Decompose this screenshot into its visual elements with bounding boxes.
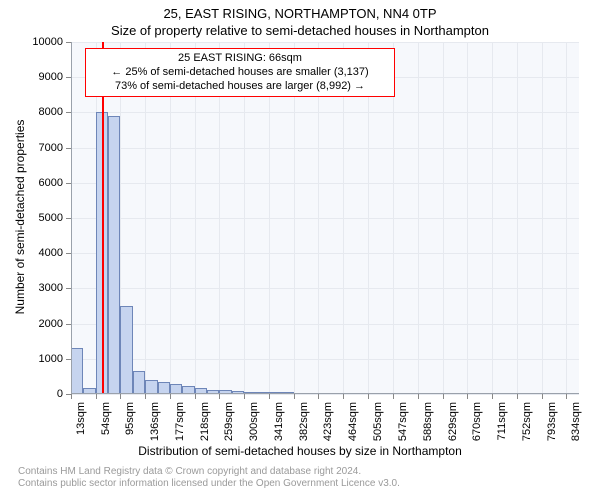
footer-attribution: Contains HM Land Registry data © Crown c… — [18, 466, 400, 490]
chart-container: { "title_line1": "25, EAST RISING, NORTH… — [0, 0, 600, 500]
xtick-mark — [467, 394, 468, 399]
xtick-mark — [318, 394, 319, 399]
xtick-label: 300sqm — [248, 402, 260, 442]
ytick-label: 2000 — [0, 318, 63, 330]
xtick-mark — [492, 394, 493, 399]
ytick-mark — [66, 112, 71, 113]
ytick-mark — [66, 288, 71, 289]
footer-line1: Contains HM Land Registry data © Crown c… — [18, 466, 400, 478]
ytick-mark — [66, 359, 71, 360]
ytick-mark — [66, 148, 71, 149]
xtick-label: 505sqm — [372, 402, 384, 442]
ytick-label: 7000 — [0, 142, 63, 154]
xtick-label: 259sqm — [223, 402, 235, 442]
annotation-box: 25 EAST RISING: 66sqm ← 25% of semi-deta… — [85, 48, 395, 97]
page-title-line2: Size of property relative to semi-detach… — [0, 23, 600, 38]
xtick-label: 547sqm — [397, 402, 409, 442]
xtick-mark — [542, 394, 543, 399]
xtick-mark — [96, 394, 97, 399]
x-axis-label: Distribution of semi-detached houses by … — [0, 444, 600, 458]
gridline-h — [71, 288, 579, 289]
ytick-label: 8000 — [0, 106, 63, 118]
gridline-v — [467, 42, 468, 394]
xtick-label: 711sqm — [496, 402, 508, 442]
gridline-h — [71, 148, 579, 149]
xtick-mark — [195, 394, 196, 399]
gridline-v — [492, 42, 493, 394]
xtick-mark — [566, 394, 567, 399]
ytick-label: 3000 — [0, 282, 63, 294]
gridline-v — [517, 42, 518, 394]
xtick-label: 588sqm — [422, 402, 434, 442]
annotation-line1: 25 EAST RISING: 66sqm — [92, 52, 388, 66]
histogram-bar — [108, 116, 120, 394]
xtick-label: 382sqm — [298, 402, 310, 442]
gridline-v — [542, 42, 543, 394]
ytick-label: 0 — [0, 388, 63, 400]
footer-line2: Contains public sector information licen… — [18, 478, 400, 490]
gridline-h — [71, 42, 579, 43]
ytick-mark — [66, 77, 71, 78]
xtick-mark — [170, 394, 171, 399]
xtick-label: 341sqm — [273, 402, 285, 442]
ytick-label: 1000 — [0, 353, 63, 365]
page-title-line1: 25, EAST RISING, NORTHAMPTON, NN4 0TP — [0, 6, 600, 21]
xtick-mark — [71, 394, 72, 399]
xtick-mark — [343, 394, 344, 399]
xtick-mark — [368, 394, 369, 399]
xtick-label: 793sqm — [546, 402, 558, 442]
histogram-bar — [120, 306, 132, 394]
annotation-line2: ← 25% of semi-detached houses are smalle… — [92, 66, 388, 80]
gridline-h — [71, 253, 579, 254]
ytick-label: 6000 — [0, 177, 63, 189]
gridline-h — [71, 183, 579, 184]
gridline-h — [71, 112, 579, 113]
ytick-mark — [66, 183, 71, 184]
xtick-mark — [443, 394, 444, 399]
gridline-h — [71, 394, 579, 395]
xtick-label: 177sqm — [174, 402, 186, 442]
xtick-mark — [418, 394, 419, 399]
histogram-bar — [145, 380, 157, 394]
gridline-v — [418, 42, 419, 394]
histogram-bar — [71, 348, 83, 394]
ytick-mark — [66, 324, 71, 325]
xtick-label: 136sqm — [149, 402, 161, 442]
ytick-mark — [66, 218, 71, 219]
xtick-mark — [120, 394, 121, 399]
xtick-label: 423sqm — [322, 402, 334, 442]
xtick-label: 13sqm — [75, 402, 87, 442]
xtick-label: 95sqm — [124, 402, 136, 442]
ytick-mark — [66, 253, 71, 254]
xtick-label: 54sqm — [100, 402, 112, 442]
ytick-mark — [66, 42, 71, 43]
gridline-h — [71, 324, 579, 325]
xtick-mark — [269, 394, 270, 399]
gridline-v — [443, 42, 444, 394]
xtick-mark — [517, 394, 518, 399]
xtick-label: 464sqm — [347, 402, 359, 442]
xtick-mark — [393, 394, 394, 399]
histogram-bar — [133, 371, 145, 394]
xtick-mark — [145, 394, 146, 399]
gridline-h — [71, 218, 579, 219]
xtick-mark — [244, 394, 245, 399]
ytick-label: 10000 — [0, 36, 63, 48]
ytick-label: 5000 — [0, 212, 63, 224]
gridline-v — [566, 42, 567, 394]
axis-left — [71, 42, 72, 394]
annotation-line3: 73% of semi-detached houses are larger (… — [92, 80, 388, 94]
gridline-h — [71, 359, 579, 360]
xtick-label: 834sqm — [570, 402, 582, 442]
xtick-label: 629sqm — [447, 402, 459, 442]
ytick-label: 9000 — [0, 71, 63, 83]
xtick-mark — [219, 394, 220, 399]
axis-bottom — [71, 393, 579, 394]
xtick-label: 752sqm — [521, 402, 533, 442]
ytick-label: 4000 — [0, 247, 63, 259]
xtick-label: 218sqm — [199, 402, 211, 442]
xtick-mark — [294, 394, 295, 399]
xtick-label: 670sqm — [471, 402, 483, 442]
